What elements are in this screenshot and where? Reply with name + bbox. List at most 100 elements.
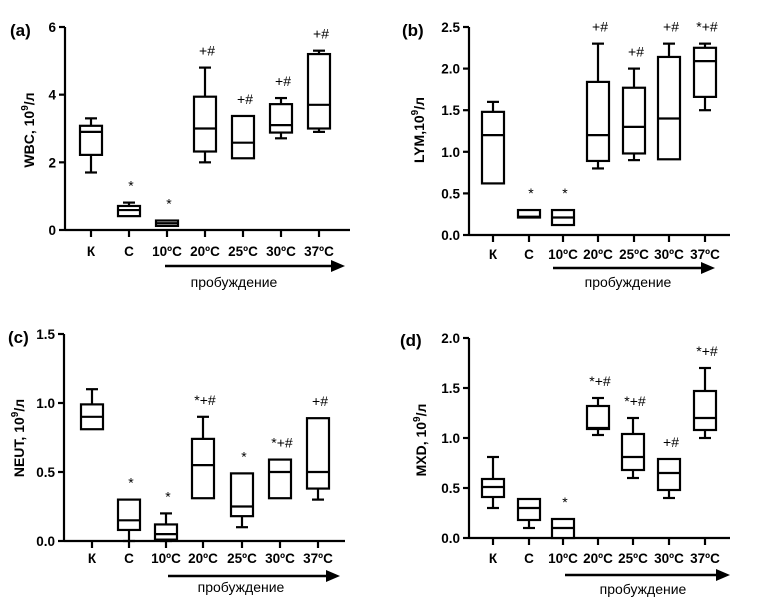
box-plot-0 xyxy=(79,388,105,431)
y-tick-label: 6 xyxy=(48,20,56,35)
box-plot-3: +# xyxy=(192,43,218,164)
significance-annotation: *+# xyxy=(271,435,293,451)
box-iqr xyxy=(229,472,255,518)
box-plot-2: * xyxy=(550,185,576,227)
x-tick-label: 10ºC xyxy=(548,551,578,566)
box-iqr xyxy=(656,457,682,492)
y-axis-label-sup: 9 xyxy=(410,109,421,115)
box-iqr xyxy=(78,124,104,156)
box-iqr xyxy=(656,55,682,161)
y-axis-label-unit: /л xyxy=(11,399,27,412)
x-tick-label: 25ºC xyxy=(228,244,258,259)
y-tick-label: 1.0 xyxy=(36,396,55,411)
y-axis-label: WBC, 109/л xyxy=(20,92,37,167)
arrow-label: пробуждение xyxy=(198,579,285,595)
box-plot-4: *+# xyxy=(620,393,646,480)
y-axis-label-main: NEUT, 10 xyxy=(11,417,27,477)
significance-annotation: *+# xyxy=(696,19,718,35)
x-tick-label: С xyxy=(524,247,534,262)
significance-annotation: *+# xyxy=(696,343,718,359)
significance-annotation: * xyxy=(165,488,171,504)
significance-annotation: * xyxy=(128,178,134,194)
box-plot-4: +# xyxy=(621,44,647,162)
panel-a: (a) WBC, 109/л пробуждение 0 2 4 6 К С 10ºC 20º… xyxy=(10,20,350,290)
significance-annotation: * xyxy=(562,185,568,201)
y-axis-label-unit: /л xyxy=(411,97,427,110)
box-plot-3: *+# xyxy=(190,392,216,500)
x-tick-label: 30ºC xyxy=(266,244,296,259)
box-plot-2: * xyxy=(153,488,179,543)
box-iqr xyxy=(692,389,718,432)
y-tick-label: 0 xyxy=(48,223,56,238)
y-tick-label: 0.5 xyxy=(441,481,460,496)
box-iqr xyxy=(516,497,542,522)
y-tick-label: 0.0 xyxy=(441,531,460,546)
significance-annotation: * xyxy=(166,196,172,212)
x-tick-label: С xyxy=(124,551,134,566)
panel-label: (d) xyxy=(400,331,422,350)
box-plot-5: *+# xyxy=(267,435,293,500)
y-axis-label-unit: /л xyxy=(21,92,37,105)
box-plot-5: +# xyxy=(656,434,682,500)
box-plot-1: * xyxy=(516,185,542,219)
y-tick-label: 0.0 xyxy=(441,228,460,243)
box-plot-3: *+# xyxy=(585,373,611,437)
significance-annotation: +# xyxy=(275,73,291,89)
y-axis-label-sup: 9 xyxy=(20,105,31,111)
panel-label: (a) xyxy=(10,21,31,40)
x-tick-label: С xyxy=(524,551,534,566)
y-tick-label: 1.5 xyxy=(36,327,55,342)
panel-d: (d) MXD, 109/л пробуждение 0.0 0.5 1.0 1.5 2… xyxy=(400,331,730,597)
y-axis-label-unit: /л xyxy=(413,404,429,417)
x-tick-label: 20ºC xyxy=(583,247,613,262)
significance-annotation: +# xyxy=(237,91,253,107)
box-plot-5: +# xyxy=(268,73,294,140)
significance-annotation: * xyxy=(128,475,134,491)
box-iqr xyxy=(153,523,179,541)
panel-label: (b) xyxy=(402,21,424,40)
box-plot-4: +# xyxy=(230,91,256,160)
y-axis-label: MXD, 109/л xyxy=(412,404,429,477)
x-tick-label: 10ºC xyxy=(151,551,181,566)
x-tick-label: К xyxy=(489,551,498,566)
arrow-label: пробуждение xyxy=(600,581,687,597)
y-axis-label: NEUT, 109/л xyxy=(10,399,27,477)
x-tick-label: С xyxy=(124,244,134,259)
x-tick-label: К xyxy=(489,247,498,262)
x-tick-label: 37ºC xyxy=(690,551,720,566)
box-plot-2: * xyxy=(550,494,576,540)
arrow-label: пробуждение xyxy=(585,274,672,290)
box-iqr xyxy=(480,110,506,185)
significance-annotation: +# xyxy=(663,434,679,450)
significance-annotation: +# xyxy=(313,26,329,42)
significance-annotation: +# xyxy=(592,19,608,35)
y-tick-label: 1.5 xyxy=(441,381,460,396)
box-iqr xyxy=(230,114,256,160)
y-tick-label: 2.0 xyxy=(441,62,460,77)
arrow-head-icon xyxy=(716,569,730,581)
significance-annotation: * xyxy=(241,448,247,464)
box-iqr xyxy=(305,417,331,490)
y-axis-label-sup: 9 xyxy=(412,416,423,422)
box-plot-6: *+# xyxy=(692,343,718,440)
box-plot-6: +# xyxy=(306,26,332,133)
x-tick-label: 10ºC xyxy=(152,244,182,259)
box-iqr xyxy=(268,103,294,134)
arrow-label: пробуждение xyxy=(191,274,278,290)
x-tick-label: 25ºC xyxy=(618,551,648,566)
box-iqr xyxy=(692,46,718,98)
significance-annotation: +# xyxy=(628,44,644,60)
x-tick-label: 25ºC xyxy=(227,551,257,566)
panel-c: (c) NEUT, 109/л пробуждение 0.0 0.5 1.0 1.5… xyxy=(8,327,345,595)
y-tick-label: 2.0 xyxy=(441,331,460,346)
y-tick-label: 1.0 xyxy=(441,145,460,160)
x-tick-label: 10ºC xyxy=(548,247,578,262)
x-tick-label: 20ºC xyxy=(188,551,218,566)
significance-annotation: *+# xyxy=(589,373,611,389)
box-iqr xyxy=(585,80,611,163)
x-tick-label: 30ºC xyxy=(654,247,684,262)
significance-annotation: * xyxy=(562,494,568,510)
box-iqr xyxy=(190,437,216,500)
box-plot-0 xyxy=(78,117,104,174)
y-tick-label: 2.5 xyxy=(441,20,460,35)
